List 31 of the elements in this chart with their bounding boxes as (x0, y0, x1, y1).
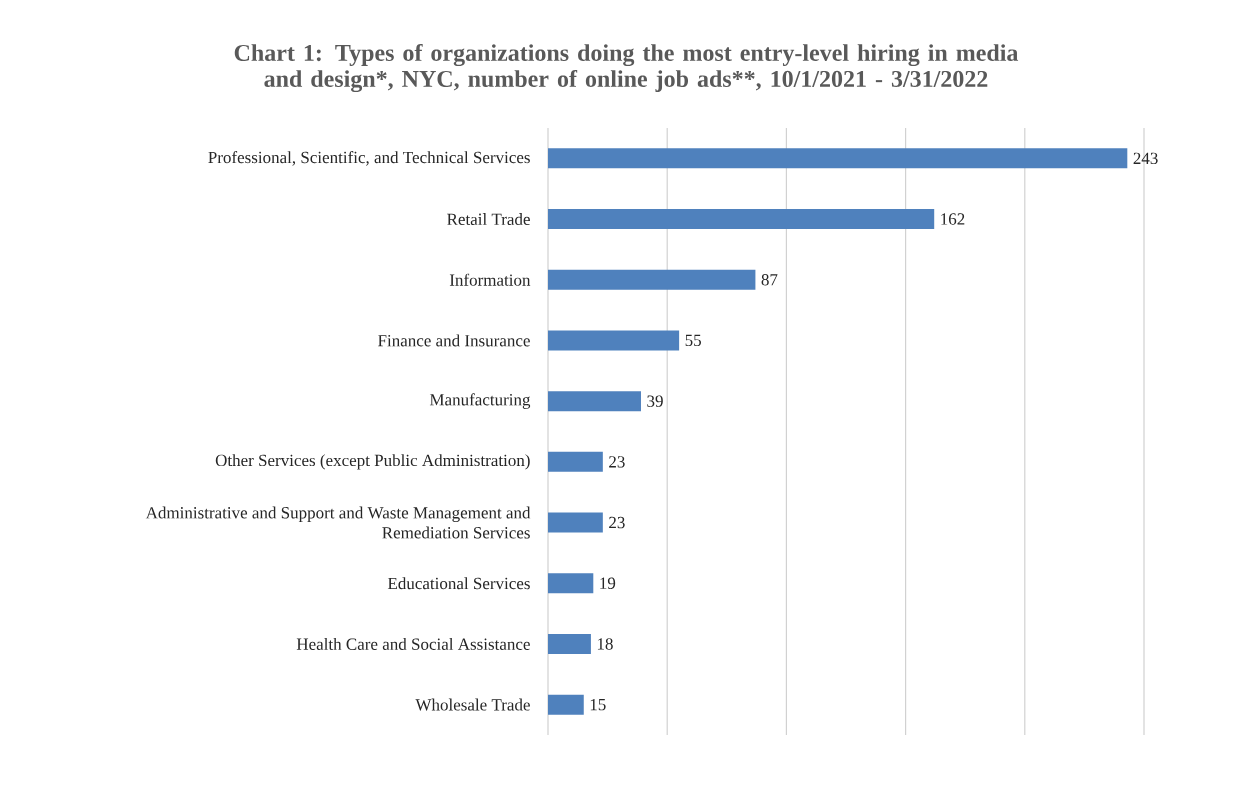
y-tick-label: Information (449, 273, 531, 286)
chart-title: Chart 1: Types of organizations doing the most entry-level hiring in media and design*, NYC, number of online job ads**, 10/1/2021 - 3/31/2022 (234, 43, 1019, 93)
data-label: 23 (609, 456, 625, 468)
data-label: 243 (1133, 152, 1158, 165)
y-tick-label: Finance and Insurance (378, 334, 530, 347)
data-label: 87 (761, 274, 778, 286)
bar (548, 269, 756, 290)
y-tick-label: Retail Trade (447, 213, 530, 226)
y-tick-label: Administrative and Support and Waste Management and Remediation Services (145, 506, 531, 539)
data-label: 55 (685, 334, 701, 347)
bar (548, 512, 603, 533)
y-tick-label: Other Services (except Public Administration) (215, 454, 530, 470)
y-tick-label: Educational Services (387, 577, 530, 590)
bar (548, 451, 603, 472)
y-tick-label: Manufacturing (429, 393, 531, 409)
y-tick-label: Health Care and Social Assistance (296, 637, 530, 650)
data-label: 15 (590, 698, 606, 711)
bar (548, 573, 594, 594)
data-label: 23 (609, 516, 625, 529)
data-label: 19 (600, 577, 616, 589)
bar (548, 330, 680, 351)
data-label: 162 (941, 213, 965, 225)
bar (548, 148, 1128, 169)
data-label: 39 (647, 395, 663, 407)
bar (548, 694, 584, 715)
bar (548, 633, 591, 654)
y-tick-label: Wholesale Trade (415, 698, 530, 711)
data-label: 18 (597, 638, 613, 650)
y-tick-label: Professional, Scientific, and Technical Services (208, 151, 530, 166)
bar (548, 209, 935, 230)
bar (548, 391, 641, 412)
